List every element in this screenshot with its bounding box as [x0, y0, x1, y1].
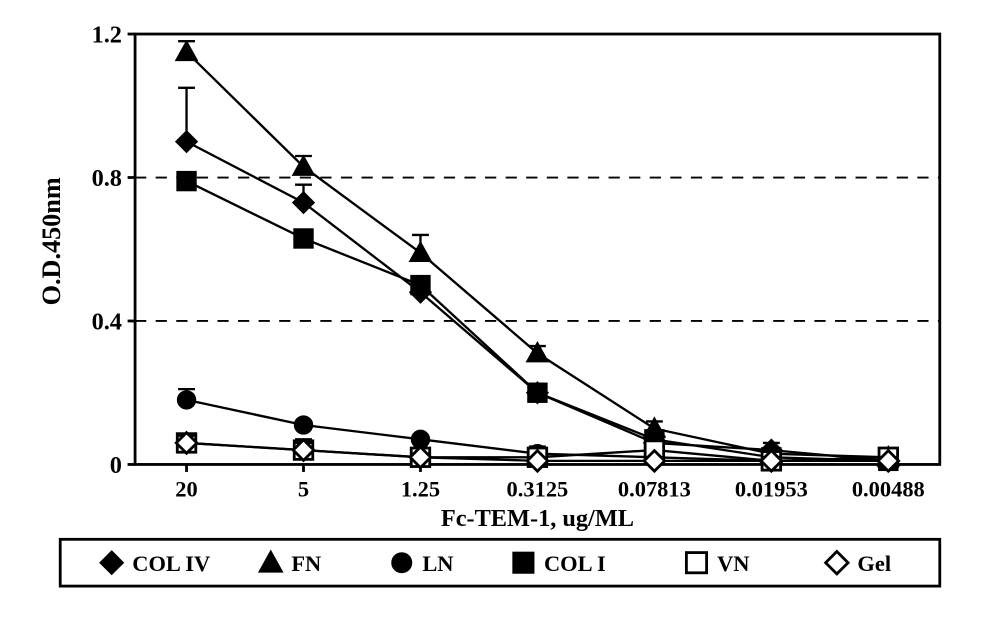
- svg-text:COL I: COL I: [544, 551, 606, 576]
- x-tick-label: 5: [298, 476, 309, 501]
- chart-svg: 0 0.4 0.8 1.2 O.D.450nm 20 5 1.25 0.3125 0.07813 0…: [20, 20, 980, 602]
- svg-text:LN: LN: [422, 551, 453, 576]
- svg-text:VN: VN: [717, 551, 749, 576]
- y-tick-label: 1.2: [92, 21, 122, 48]
- x-tick-label: 0.00488: [852, 476, 925, 501]
- chart-container: 0 0.4 0.8 1.2 O.D.450nm 20 5 1.25 0.3125 0.07813 0…: [20, 20, 980, 602]
- legend-item-COL-I: COL I: [513, 551, 605, 576]
- legend-item-COL-IV: COL IV: [100, 551, 210, 576]
- y-tick-label: 0: [110, 452, 122, 479]
- y-tick-label: 0.4: [92, 308, 122, 335]
- x-tick-label: 0.07813: [618, 476, 691, 501]
- legend-item-LN: LN: [392, 551, 453, 576]
- legend-item-Gel: Gel: [826, 551, 891, 576]
- series-COL-IV: [176, 88, 898, 471]
- legend-item-VN: VN: [686, 551, 749, 576]
- x-tick-label: 1.25: [401, 476, 440, 501]
- svg-text:COL IV: COL IV: [132, 551, 210, 576]
- y-axis-label: O.D.450nm: [37, 177, 66, 305]
- legend-item-FN: FN: [260, 551, 322, 576]
- svg-text:FN: FN: [291, 551, 321, 576]
- y-tick-label: 0.8: [92, 165, 122, 192]
- x-tick-label: 0.01953: [735, 476, 808, 501]
- x-tick-label: 0.3125: [507, 476, 569, 501]
- svg-text:Gel: Gel: [857, 551, 891, 576]
- x-axis-label: Fc-TEM-1, ug/ML: [441, 505, 634, 532]
- x-tick-label: 20: [175, 476, 197, 501]
